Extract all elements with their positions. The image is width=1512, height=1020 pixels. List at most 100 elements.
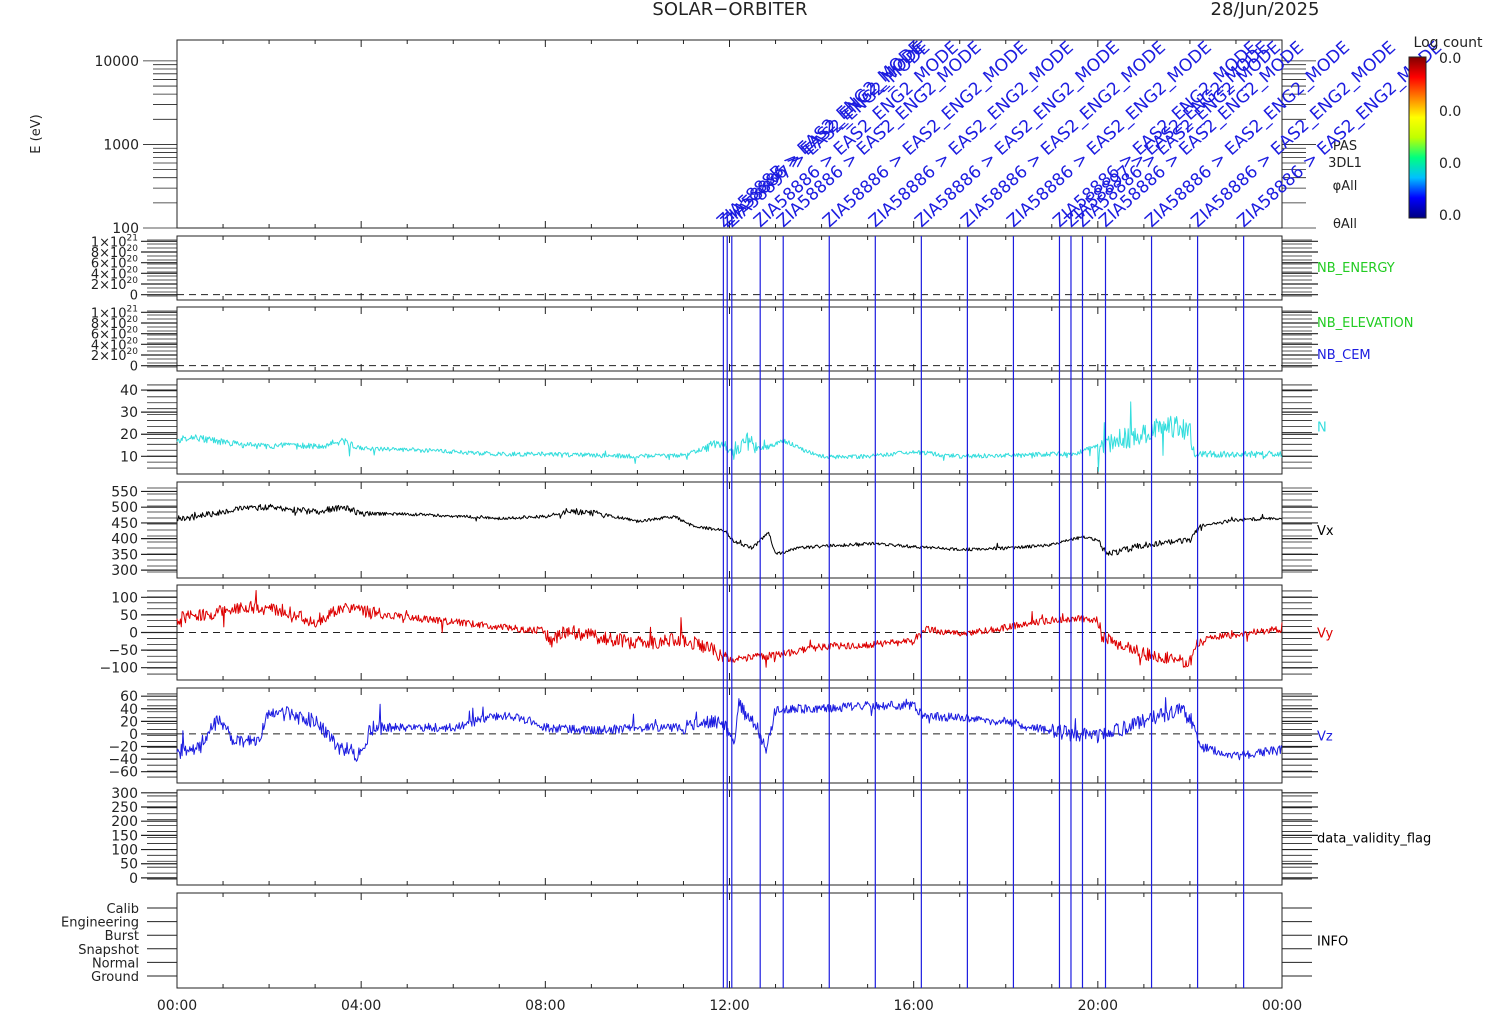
vz-tick-label: −60	[108, 765, 138, 781]
x-tick-label: 16:00	[893, 998, 933, 1014]
nb_elevation-tick-label-exponent: 20	[127, 315, 139, 325]
vy-tick-label: 50	[120, 608, 138, 624]
vx-tick-label: 450	[111, 516, 138, 532]
data_validity_flag-tick-label: 100	[111, 843, 138, 859]
nb_elevation-tick-label-base: 4×10	[91, 338, 127, 353]
density-tick-label: 20	[120, 427, 138, 443]
nb_energy-frame	[176, 235, 1283, 301]
density-tick-label: 30	[120, 405, 138, 421]
nb_energy-tick-label-base: 4×10	[91, 267, 127, 282]
density-tick-label: 10	[120, 449, 138, 465]
nb_energy-tick-label: 8×1020	[91, 244, 138, 261]
vz-tick-label: −20	[108, 740, 138, 756]
vz-series-line	[176, 697, 1283, 762]
vz-frame	[176, 687, 1283, 784]
nb_elevation-frame	[176, 306, 1283, 372]
x-tick-label: 04:00	[341, 998, 381, 1014]
nb_energy-side-label: NB_ENERGY	[1317, 261, 1395, 276]
data_validity_flag-tick-label: 250	[111, 800, 138, 816]
vy-series-line	[176, 590, 1283, 668]
nb_energy-tick-label-base: 1×10	[91, 235, 127, 250]
vz-tick-label: 40	[120, 702, 138, 718]
data_validity_flag-tick-label: 200	[111, 814, 138, 830]
colorbar-tick-label: 0.0	[1439, 156, 1461, 172]
nb_elevation-side-label: NB_CEM	[1317, 348, 1371, 363]
vz-side-label: Vz	[1317, 730, 1333, 745]
nb_energy-tick-label: 1×1021	[91, 233, 138, 250]
nb_elevation-tick-label-base: 8×10	[91, 317, 127, 332]
vy-tick-label: 100	[111, 590, 138, 606]
colorbar-title: Log count	[1414, 35, 1483, 51]
spectrogram-side-label: θAll	[1333, 217, 1357, 232]
nb_energy-tick-label-base: 6×10	[91, 257, 127, 272]
vx-tick-label: 500	[111, 500, 138, 516]
x-tick-label: 20:00	[1078, 998, 1118, 1014]
vx-tick-label: 550	[111, 484, 138, 500]
nb_energy-tick-label: 0	[130, 289, 138, 304]
nb_elevation-side-label: NB_ELEVATION	[1317, 316, 1414, 331]
nb_elevation-tick-label-exponent: 20	[127, 347, 139, 357]
nb_elevation-tick-label-base: 2×10	[91, 349, 127, 364]
info-tick-label: Burst	[105, 929, 139, 944]
plot-date: 28/Jun/2025	[1211, 0, 1320, 20]
nb_energy-tick-label-exponent: 20	[127, 244, 139, 254]
vz-tick-label: 0	[129, 727, 138, 743]
vz-tick-label: 60	[120, 689, 138, 705]
nb_energy-tick-label-exponent: 20	[127, 265, 139, 275]
vx-side-label: Vx	[1317, 524, 1334, 539]
data_validity_flag-frame	[176, 789, 1283, 886]
colorbar-tick-label: 0.0	[1439, 208, 1461, 224]
spectrogram-tick-label: 100	[112, 221, 139, 237]
nb_elevation-tick-label: 8×1020	[91, 315, 138, 332]
info-tick-label: Ground	[91, 970, 139, 985]
vx-tick-label: 400	[111, 532, 138, 548]
spectrogram-tick-label: 10000	[94, 54, 139, 70]
density-tick-label: 40	[120, 383, 138, 399]
info-side-label: INFO	[1317, 935, 1348, 950]
vx-tick-label: 300	[111, 563, 138, 579]
nb_elevation-tick-label-exponent: 21	[127, 304, 138, 314]
x-tick-label: 08:00	[525, 998, 565, 1014]
data_validity_flag-tick-label: 150	[111, 828, 138, 844]
vx-frame	[176, 481, 1283, 579]
colorbar-tick-label: 0.0	[1439, 51, 1461, 67]
colorbar-strip	[1408, 56, 1427, 219]
info-tick-label: Calib	[106, 902, 139, 917]
x-tick-label: 00:00	[1262, 998, 1302, 1014]
spectrogram-side-label: PAS	[1333, 139, 1357, 154]
nb_energy-tick-label-exponent: 20	[127, 255, 139, 265]
nb_elevation-tick-label: 6×1020	[91, 326, 138, 343]
spectrogram-y-label: E (eV)	[29, 114, 44, 153]
data_validity_flag-tick-label: 300	[111, 786, 138, 802]
nb_elevation-tick-label-base: 0	[130, 360, 138, 375]
data_validity_flag-tick-label: 50	[120, 857, 138, 873]
data_validity_flag-side-label: data_validity_flag	[1317, 832, 1431, 847]
nb_elevation-tick-label-base: 6×10	[91, 328, 127, 343]
nb_energy-tick-label: 4×1020	[91, 265, 138, 282]
vz-tick-label: −40	[108, 752, 138, 768]
density-series-line	[176, 401, 1283, 472]
vy-tick-label: 0	[129, 626, 138, 642]
info-tick-label: Engineering	[61, 916, 139, 931]
density-side-label: N	[1317, 421, 1327, 436]
info-tick-label: Snapshot	[78, 943, 139, 958]
x-axis: 00:00 04:00 08:00 12:00 16:00 20:00 00:00	[157, 998, 1302, 1014]
info-tick-label: Normal	[92, 956, 139, 971]
nb_energy-tick-label: 6×1020	[91, 255, 138, 272]
nb_energy-tick-label-exponent: 20	[127, 276, 139, 286]
vy-tick-label: −50	[108, 643, 138, 659]
nb_energy-tick-label-base: 2×10	[91, 278, 127, 293]
x-tick-label: 00:00	[157, 998, 197, 1014]
nb_energy-tick-label-base: 0	[130, 289, 138, 304]
nb_energy-tick-label-base: 8×10	[91, 246, 127, 261]
spectrogram-side-label: 3DL1	[1328, 156, 1362, 171]
nb_elevation-tick-label-exponent: 20	[127, 336, 139, 346]
vy-side-label: Vy	[1317, 627, 1334, 642]
spectrogram-side-label: φAll	[1333, 179, 1358, 194]
nb_energy-tick-label: 2×1020	[91, 276, 138, 293]
vy-tick-label: −100	[100, 661, 138, 677]
data_validity_flag-tick-label: 0	[129, 871, 138, 887]
info-frame	[176, 892, 1283, 989]
